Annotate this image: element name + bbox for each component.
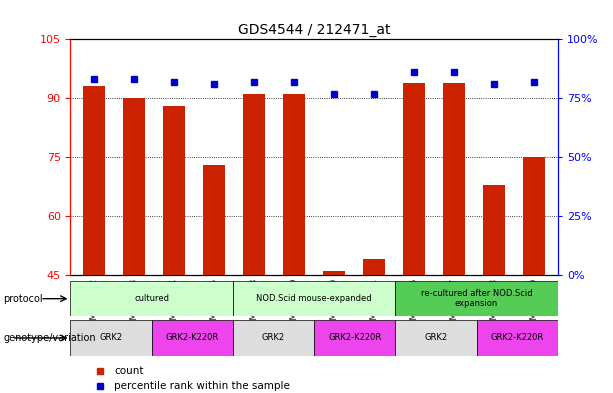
Title: GDS4544 / 212471_at: GDS4544 / 212471_at — [238, 23, 390, 37]
Bar — [314, 320, 395, 356]
Bar — [477, 320, 558, 356]
Bar — [243, 94, 265, 275]
Text: GRK2: GRK2 — [262, 334, 285, 342]
Bar — [323, 271, 345, 275]
Bar — [523, 157, 545, 275]
Bar — [164, 106, 185, 275]
Bar — [123, 98, 145, 275]
Bar — [83, 86, 105, 275]
Text: count: count — [115, 366, 144, 376]
Bar — [152, 320, 233, 356]
Bar — [233, 281, 395, 316]
Text: re-cultured after NOD.Scid
expansion: re-cultured after NOD.Scid expansion — [421, 289, 533, 309]
Bar — [70, 320, 152, 356]
Bar — [204, 165, 226, 275]
Text: GRK2-K220R: GRK2-K220R — [166, 334, 219, 342]
Bar — [395, 320, 477, 356]
Text: genotype/variation: genotype/variation — [3, 333, 96, 343]
Text: NOD.Scid mouse-expanded: NOD.Scid mouse-expanded — [256, 294, 372, 303]
Bar — [483, 185, 505, 275]
Bar — [395, 281, 558, 316]
Bar — [283, 94, 305, 275]
Text: GRK2: GRK2 — [99, 334, 123, 342]
Text: percentile rank within the sample: percentile rank within the sample — [115, 381, 290, 391]
Text: GRK2-K220R: GRK2-K220R — [490, 334, 544, 342]
Text: GRK2: GRK2 — [424, 334, 447, 342]
Text: protocol: protocol — [3, 294, 43, 304]
Text: cultured: cultured — [134, 294, 169, 303]
Bar — [70, 281, 233, 316]
Bar — [233, 320, 314, 356]
Bar — [443, 83, 465, 275]
Bar — [403, 83, 425, 275]
Text: GRK2-K220R: GRK2-K220R — [328, 334, 381, 342]
Bar — [363, 259, 385, 275]
